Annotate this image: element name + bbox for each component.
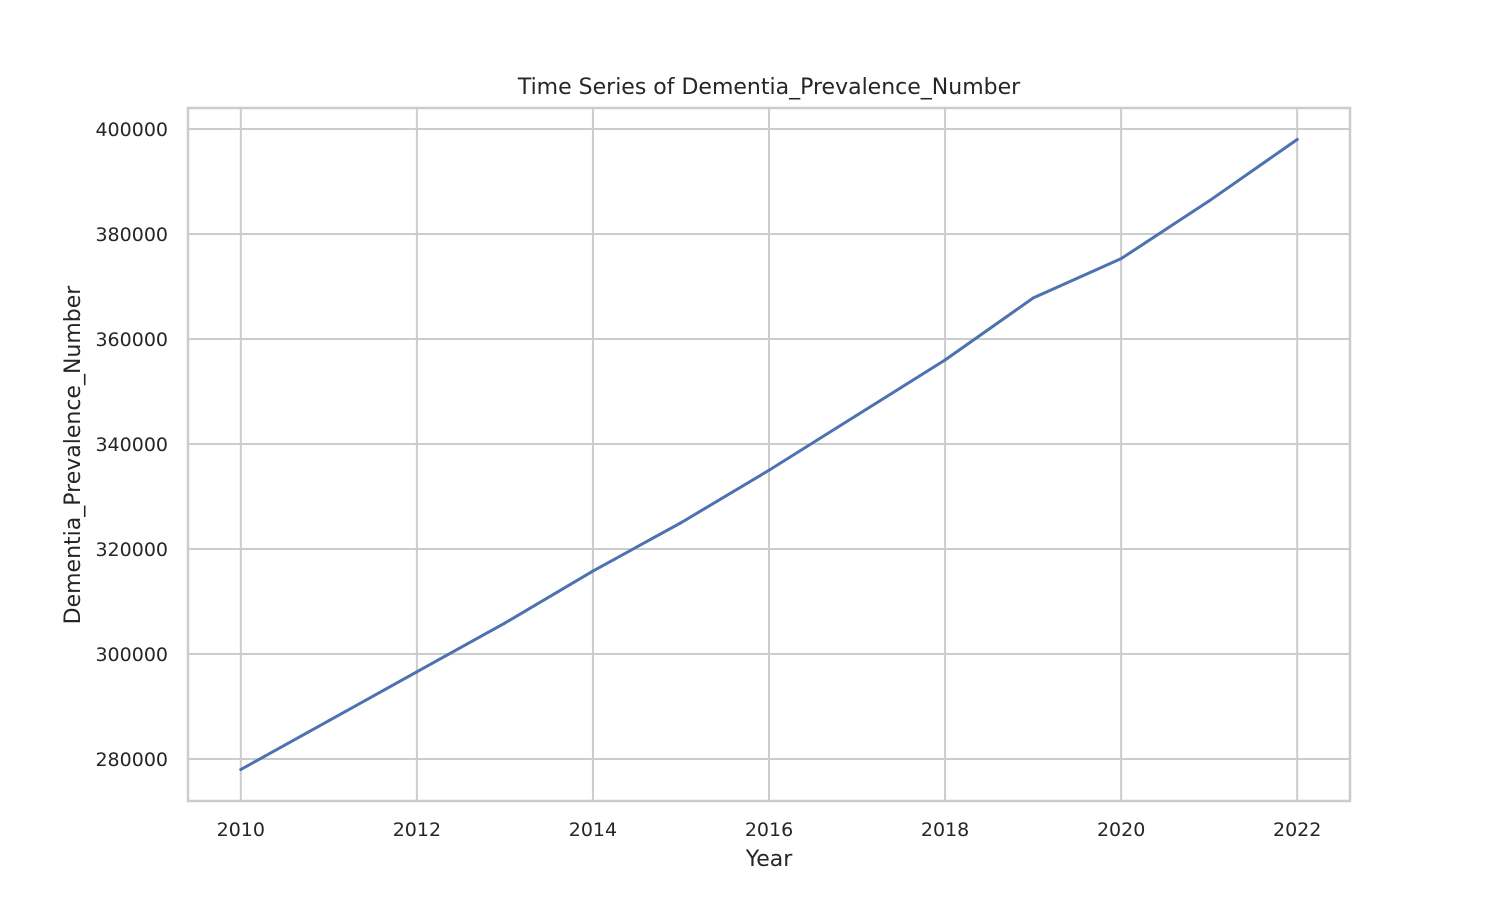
- x-tick-label: 2018: [921, 819, 969, 841]
- data-point: [1207, 199, 1211, 203]
- x-tick-label: 2022: [1273, 819, 1321, 841]
- y-tick-label: 400000: [95, 119, 168, 141]
- data-point: [855, 413, 859, 417]
- chart-title: Time Series of Dementia_Prevalence_Numbe…: [517, 75, 1021, 100]
- x-tick-label: 2012: [393, 819, 441, 841]
- x-tick-label: 2014: [569, 819, 617, 841]
- data-point: [679, 521, 683, 525]
- data-point: [1119, 257, 1123, 261]
- y-axis-label: Dementia_Prevalence_Number: [61, 285, 86, 625]
- x-gridlines: [239, 108, 1299, 801]
- data-point: [239, 768, 243, 771]
- data-point: [591, 569, 595, 573]
- x-tick-label: 2020: [1097, 819, 1145, 841]
- x-tick-label: 2010: [217, 819, 265, 841]
- data-point: [1295, 138, 1299, 141]
- y-tick-label: 300000: [95, 644, 168, 666]
- data-point: [503, 621, 507, 625]
- data-point: [767, 468, 771, 472]
- data-point: [1031, 296, 1035, 300]
- series-layer: [239, 138, 1299, 771]
- y-tick-label: 320000: [95, 539, 168, 561]
- y-tick-labels: 280000 300000 320000 340000 360000 380000 4000…: [95, 119, 168, 771]
- y-tick-label: 360000: [95, 329, 168, 351]
- x-tick-label: 2016: [745, 819, 793, 841]
- x-tick-labels: 2010 2012 2014 2016 2018 2020 2022: [217, 819, 1322, 841]
- x-axis-label: Year: [745, 847, 794, 872]
- data-point: [415, 670, 419, 674]
- plot-frame: [186, 106, 1352, 803]
- y-tick-label: 380000: [95, 224, 168, 246]
- data-point: [943, 358, 947, 362]
- y-tick-label: 340000: [95, 434, 168, 456]
- y-tick-label: 280000: [95, 749, 168, 771]
- data-point: [327, 719, 331, 723]
